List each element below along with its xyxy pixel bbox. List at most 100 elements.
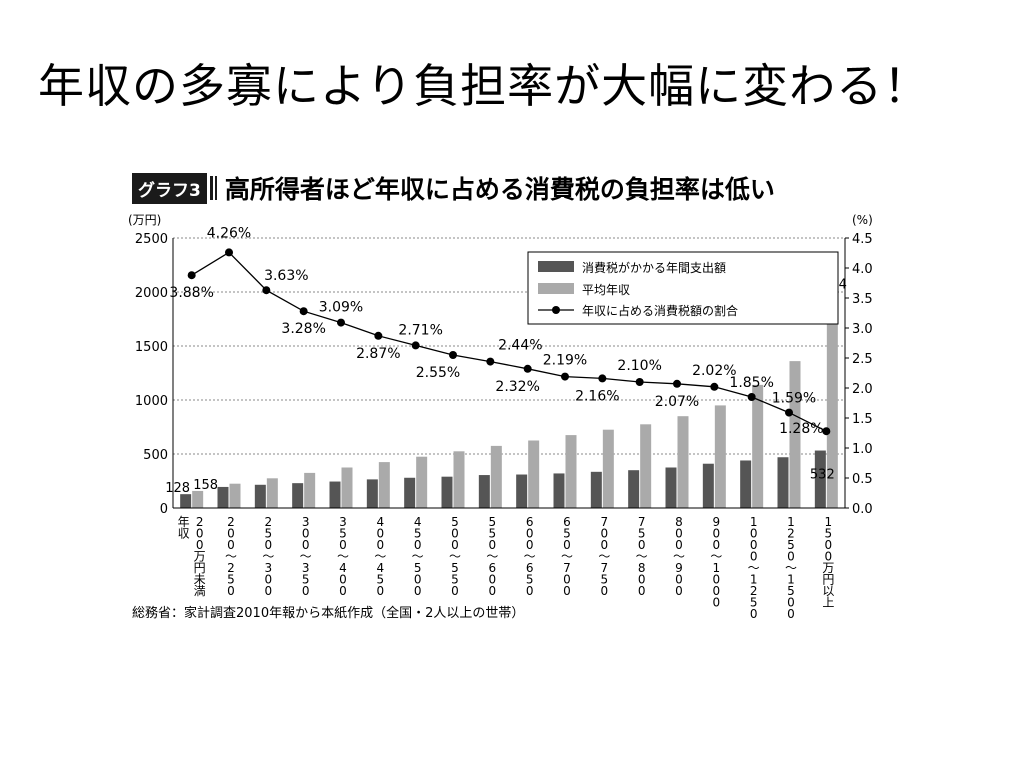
- x-category-label: 0: [787, 607, 795, 621]
- x-category-label: ～: [598, 550, 610, 564]
- ratio-label: 3.09%: [319, 300, 363, 316]
- x-category-label: 5: [339, 527, 347, 541]
- ratio-point: [673, 379, 681, 388]
- x-category-label: 0: [563, 573, 571, 587]
- x-category-label: 未: [194, 573, 206, 587]
- y2-tick-label: 3.0: [852, 322, 873, 337]
- y2-tick-label: 2.0: [852, 382, 873, 397]
- x-category-label: 0: [227, 527, 235, 541]
- x-category-label: ～: [636, 550, 648, 564]
- x-category-label: 0: [227, 538, 235, 552]
- y2-tick-label: 4.0: [852, 262, 873, 277]
- bar-value-label: 532: [810, 468, 835, 483]
- x-category-label: 0: [713, 584, 721, 598]
- x-category-label: 2: [227, 515, 235, 529]
- x-category-label: 0: [377, 538, 385, 552]
- ratio-label: 2.16%: [575, 388, 619, 404]
- x-category-label: 0: [414, 584, 422, 598]
- legend-swatch-spending: [538, 261, 574, 272]
- x-category-label: 0: [601, 527, 609, 541]
- x-category-label: 9: [675, 561, 683, 575]
- x-category-label: 4: [339, 561, 347, 575]
- x-category-label: 7: [601, 561, 609, 575]
- ratio-label: 2.32%: [495, 379, 539, 395]
- y-tick-label: 0: [160, 502, 168, 517]
- x-category-label: 3: [339, 515, 347, 529]
- bar-spending: [292, 483, 304, 508]
- bar-income: [490, 445, 502, 508]
- y-tick-label: 2500: [135, 232, 168, 247]
- x-category-label: 6: [526, 561, 534, 575]
- bar-income: [378, 462, 390, 508]
- y2-tick-label: 3.5: [852, 292, 873, 307]
- x-category-label: 0: [638, 573, 646, 587]
- x-category-label: 1: [750, 515, 758, 529]
- x-category-label: ～: [673, 550, 685, 564]
- x-category-label: 0: [638, 538, 646, 552]
- x-category-label: 0: [196, 527, 204, 541]
- legend-swatch-ratio-dot: [552, 306, 560, 314]
- y2-tick-label: 0.0: [852, 502, 873, 517]
- ratio-label: 2.02%: [692, 363, 736, 379]
- bar-spending: [478, 475, 490, 508]
- y-tick-label: 2000: [135, 286, 168, 301]
- x-category-label: 0: [675, 527, 683, 541]
- ratio-label: 2.07%: [655, 394, 699, 410]
- ratio-point: [486, 357, 495, 366]
- x-category-label: 5: [302, 573, 310, 587]
- x-category-label: ～: [262, 550, 274, 564]
- y-tick-label: 1500: [135, 340, 168, 355]
- x-category-label: 1: [787, 515, 795, 529]
- bar-spending: [553, 473, 565, 508]
- x-category-label: 0: [377, 584, 385, 598]
- x-category-label: 0: [489, 584, 497, 598]
- y2-tick-label: 4.5: [852, 232, 873, 247]
- figure-tag: グラフ3: [132, 172, 207, 204]
- bar-spending: [702, 463, 714, 508]
- x-category-label: 万: [194, 550, 206, 564]
- x-category-label: 7: [601, 515, 609, 529]
- ratio-label: 1.59%: [772, 391, 816, 407]
- x-category-label: ～: [412, 550, 424, 564]
- x-category-label: 0: [377, 527, 385, 541]
- ratio-label: 2.44%: [498, 338, 542, 354]
- x-category-label: 4: [377, 515, 385, 529]
- x-category-label: 0: [825, 550, 833, 564]
- legend-label: 消費税がかかる年間支出額: [582, 260, 726, 275]
- x-category-label: 0: [713, 596, 721, 610]
- ratio-point: [710, 382, 719, 391]
- x-category-label: 0: [526, 527, 534, 541]
- x-category-label: 0: [489, 573, 497, 587]
- ratio-point: [449, 351, 457, 359]
- x-category-label: ～: [561, 550, 573, 564]
- x-category-label: 万: [822, 561, 834, 575]
- bar-income: [192, 490, 204, 508]
- x-category-label: 0: [302, 527, 310, 541]
- ratio-point: [337, 318, 345, 327]
- x-category-label: 0: [339, 584, 347, 598]
- x-category-label: 1: [787, 573, 795, 587]
- x-category-label: 5: [489, 527, 497, 541]
- x-category-label: 0: [227, 584, 235, 598]
- bar-income: [266, 478, 278, 508]
- bar-income: [565, 435, 577, 508]
- x-category-label: 0: [414, 573, 422, 587]
- bar-spending: [329, 481, 341, 508]
- bar-spending: [777, 457, 789, 508]
- x-category-label: 0: [265, 573, 273, 587]
- bar-income: [789, 361, 801, 508]
- x-category-label: 上: [822, 596, 834, 610]
- x-category-label: 0: [563, 538, 571, 552]
- slide-title: 年収の多寡により負担率が大幅に変わる！: [38, 59, 931, 113]
- x-category-label: 2: [750, 584, 758, 598]
- x-category-label: 0: [265, 538, 273, 552]
- legend-box: [527, 251, 839, 325]
- x-category-label: 9: [713, 515, 721, 529]
- bar-spending: [665, 467, 677, 508]
- x-category-label: 1: [713, 561, 721, 575]
- x-category-label: 0: [787, 550, 795, 564]
- x-category-label: 5: [227, 573, 235, 587]
- bar-income: [826, 293, 838, 508]
- bar-spending: [180, 494, 192, 508]
